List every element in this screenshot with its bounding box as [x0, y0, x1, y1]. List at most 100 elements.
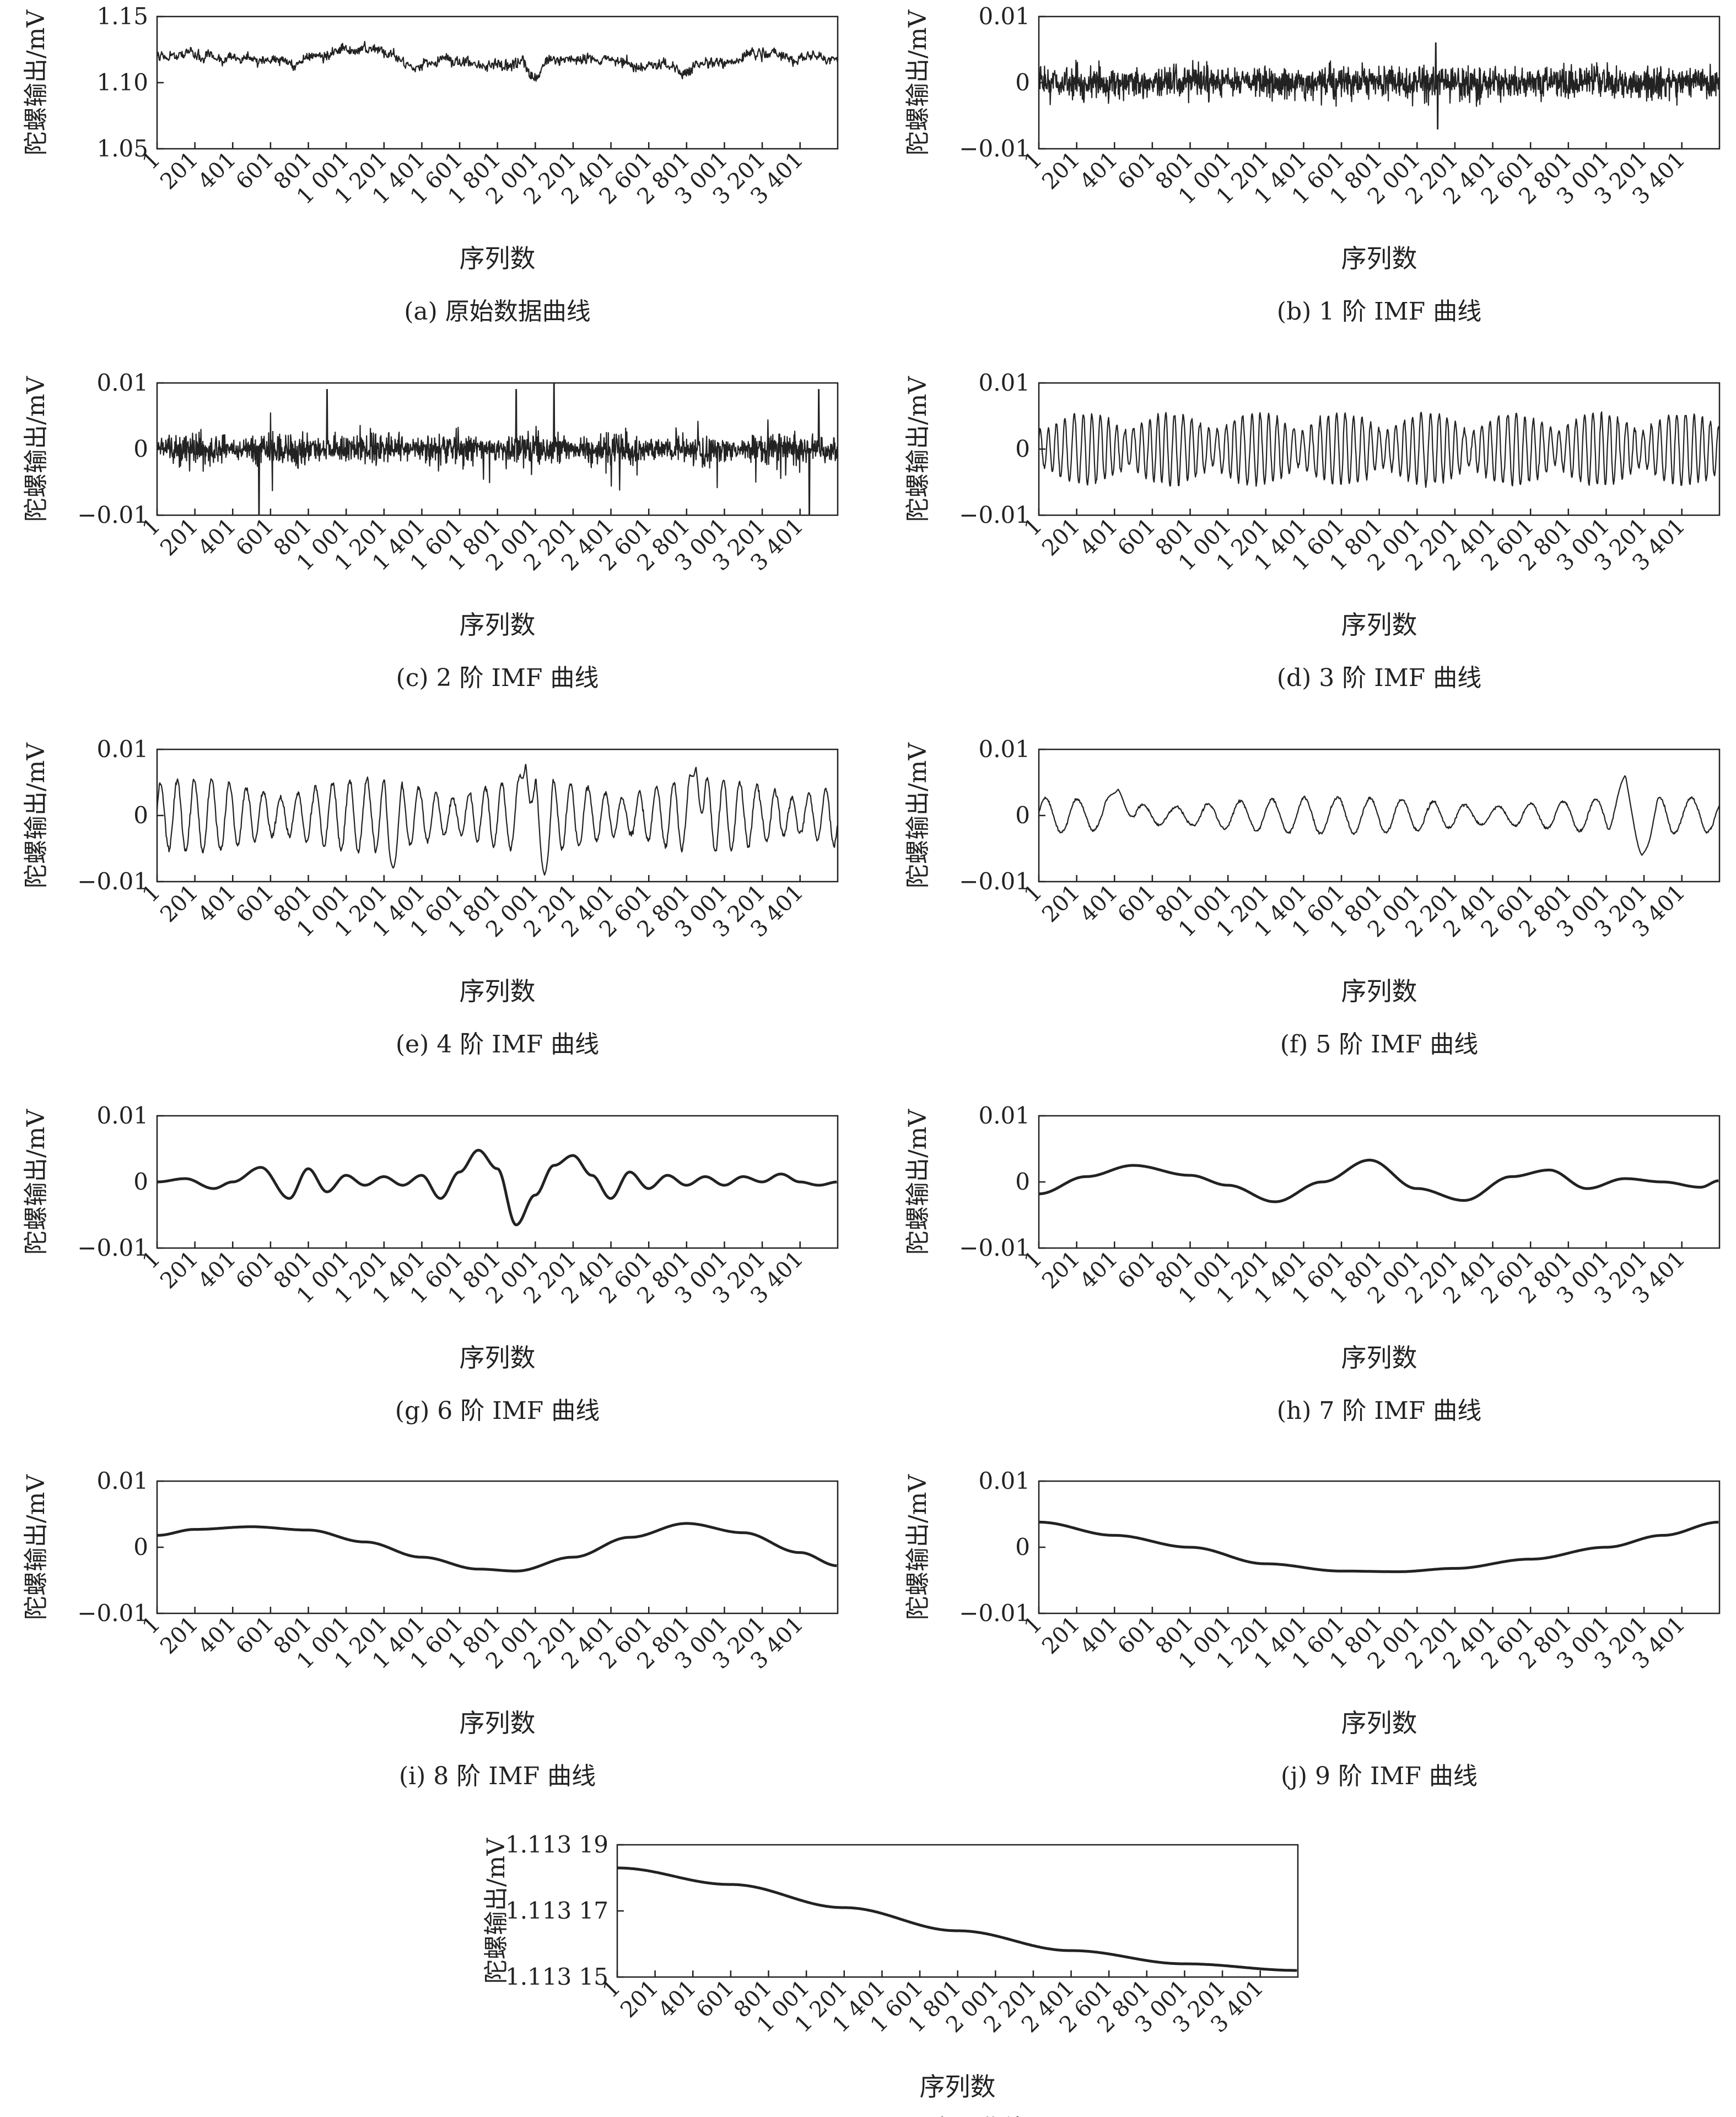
- chart-caption: (c) 2 阶 IMF 曲线: [396, 664, 599, 692]
- x-tick-label: 201: [155, 1246, 203, 1294]
- x-tick-label: 401: [193, 880, 241, 928]
- chart-caption: (k) 余项曲线: [888, 2115, 1027, 2117]
- y-tick-label: −0.01: [77, 868, 148, 895]
- y-tick-label: 1.113 19: [505, 1831, 608, 1858]
- x-tick-label: 201: [155, 147, 203, 195]
- x-tick-label: 601: [1113, 1612, 1161, 1660]
- y-tick-label: −0.01: [959, 868, 1030, 895]
- y-tick-label: 0: [133, 1533, 148, 1560]
- y-tick-label: 0: [133, 435, 148, 462]
- x-axis-label: 序列数: [1341, 1343, 1417, 1373]
- plot-frame: [616, 1844, 1299, 1978]
- y-tick-label: −0.01: [77, 1234, 148, 1261]
- y-tick-label: −0.01: [959, 1600, 1030, 1627]
- y-tick-label: 0: [1015, 802, 1030, 829]
- x-axis-label: 序列数: [460, 976, 536, 1006]
- x-tick-label: 401: [193, 147, 241, 195]
- x-tick-label: 201: [155, 880, 203, 928]
- series-line: [617, 1866, 1297, 1972]
- x-tick-label: 601: [1113, 514, 1161, 561]
- x-axis-label: 序列数: [460, 1708, 536, 1738]
- x-axis-label: 序列数: [460, 1343, 536, 1373]
- x-axis-label: 序列数: [1341, 610, 1417, 640]
- y-tick-label: 0: [1015, 1168, 1030, 1195]
- x-axis-label: 序列数: [460, 244, 536, 273]
- y-tick-label: 0.01: [978, 369, 1030, 396]
- x-tick-label: 201: [1037, 1246, 1085, 1294]
- plot-frame: [156, 1115, 839, 1249]
- x-axis-label: 序列数: [460, 610, 536, 640]
- chart-caption: (e) 4 阶 IMF 曲线: [396, 1030, 599, 1058]
- y-tick-label: −0.01: [77, 501, 148, 528]
- y-tick-label: 0.01: [978, 3, 1030, 30]
- y-axis-label: 陀螺输出/mV: [22, 1109, 50, 1255]
- y-tick-label: 1.15: [96, 3, 148, 30]
- y-tick-label: −0.01: [77, 1600, 148, 1627]
- y-tick-label: 0: [1015, 69, 1030, 96]
- y-tick-label: 0.01: [96, 1102, 148, 1129]
- plot-frame: [1038, 1115, 1721, 1249]
- x-tick-label: 201: [155, 1612, 203, 1660]
- x-axis-label: 序列数: [1341, 976, 1417, 1006]
- series-line: [157, 764, 838, 876]
- y-tick-label: −0.01: [959, 501, 1030, 528]
- chart-caption: (i) 8 阶 IMF 曲线: [399, 1762, 596, 1790]
- y-tick-label: 0: [1015, 435, 1030, 462]
- series-line: [1039, 1520, 1719, 1573]
- chart-caption: (j) 9 阶 IMF 曲线: [1281, 1762, 1478, 1790]
- series-line: [157, 41, 838, 82]
- y-axis-label: 陀螺输出/mV: [22, 9, 50, 156]
- series-line: [157, 1522, 837, 1573]
- y-axis-label: 陀螺输出/mV: [904, 1109, 932, 1255]
- x-tick-label: 601: [231, 880, 279, 928]
- series-line: [157, 383, 838, 515]
- y-tick-label: 0: [133, 1168, 148, 1195]
- x-tick-label: 201: [1037, 147, 1085, 195]
- x-tick-label: 401: [1075, 147, 1123, 195]
- x-axis-label: 序列数: [1341, 244, 1417, 273]
- y-axis-label: 陀螺输出/mV: [904, 376, 932, 522]
- x-tick-label: 401: [1075, 514, 1123, 561]
- x-tick-label: 601: [691, 1975, 739, 2023]
- x-tick-label: 601: [1113, 147, 1161, 195]
- y-tick-label: 0.01: [96, 736, 148, 763]
- y-tick-label: 0.01: [978, 736, 1030, 763]
- y-axis-label: 陀螺输出/mV: [482, 1838, 510, 1984]
- series-line: [1039, 411, 1719, 488]
- series-line: [1039, 42, 1719, 130]
- x-tick-label: 401: [193, 1612, 241, 1660]
- y-tick-label: −0.01: [959, 1234, 1030, 1261]
- chart-caption: (b) 1 阶 IMF 曲线: [1277, 298, 1481, 326]
- chart-caption: (f) 5 阶 IMF 曲线: [1280, 1030, 1479, 1058]
- y-axis-label: 陀螺输出/mV: [22, 376, 50, 522]
- x-tick-label: 401: [193, 1246, 241, 1294]
- x-tick-label: 401: [1075, 880, 1123, 928]
- plot-frame: [1038, 382, 1721, 516]
- x-tick-label: 401: [654, 1975, 702, 2023]
- y-tick-label: 0.01: [96, 1467, 148, 1494]
- y-axis-label: 陀螺输出/mV: [904, 9, 932, 156]
- plot-frame: [156, 1480, 839, 1614]
- x-tick-label: 201: [1037, 514, 1085, 561]
- y-tick-label: 0.01: [978, 1102, 1030, 1129]
- series-line: [1039, 775, 1719, 856]
- x-axis-label: 序列数: [1341, 1708, 1417, 1738]
- x-tick-label: 401: [1075, 1612, 1123, 1660]
- plot-frame: [156, 15, 839, 150]
- y-tick-label: 1.113 17: [505, 1897, 608, 1924]
- plot-frame: [1038, 748, 1721, 883]
- x-tick-label: 601: [231, 1612, 279, 1660]
- x-tick-label: 201: [155, 514, 203, 561]
- x-tick-label: 201: [616, 1975, 664, 2023]
- chart-caption: (h) 7 阶 IMF 曲线: [1277, 1397, 1482, 1425]
- x-tick-label: 601: [1113, 1246, 1161, 1294]
- x-tick-label: 401: [193, 514, 241, 561]
